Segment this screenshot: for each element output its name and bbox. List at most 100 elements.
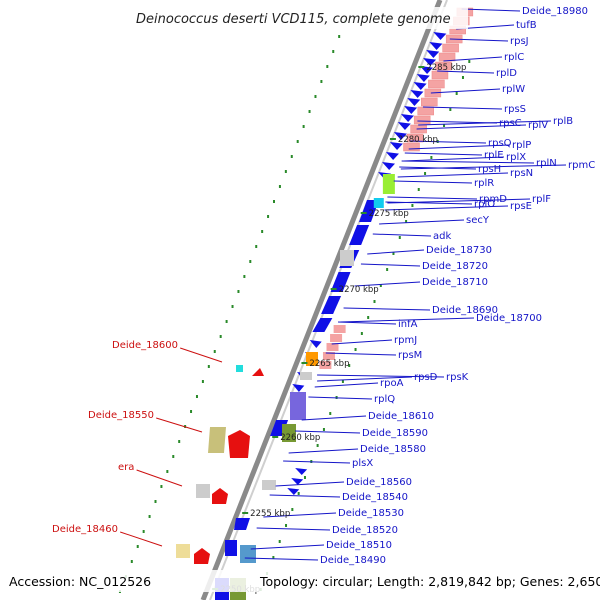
forward-gene — [410, 90, 424, 98]
gc-dot — [130, 560, 133, 563]
leader-line — [343, 307, 431, 311]
ribosomal-gene-block — [319, 361, 332, 369]
ribosomal-gene-block — [326, 343, 339, 351]
leader-line — [244, 557, 319, 561]
right-gene-labels: Deide_18980 tufB rpsJ rplC rplD rplW rpsS rplB r… — [320, 6, 595, 566]
gc-dot — [379, 284, 382, 287]
gc-dot — [291, 508, 294, 511]
gc-dot — [443, 124, 446, 127]
leader-line — [338, 321, 397, 325]
ribosomal-gene-block — [438, 52, 456, 62]
gene-label-right: rpmC — [568, 160, 595, 171]
gene-label-right: rpsS — [504, 104, 526, 115]
ribosomal-gene-block — [442, 43, 459, 53]
tick-label: 2270 kbp — [339, 285, 379, 295]
gc-dot — [302, 125, 305, 128]
gene-label-right: rpsN — [510, 168, 533, 179]
gc-dot — [278, 185, 281, 188]
leader-line — [437, 70, 495, 74]
gene-yellow — [176, 544, 190, 558]
gene-label-right: Deide_18610 — [368, 411, 434, 422]
gene-label-right: rplB — [553, 116, 573, 127]
gc-dot — [190, 410, 193, 413]
forward-gene — [400, 114, 414, 122]
forward-gene — [309, 340, 322, 348]
gene-label-right: rplV — [528, 120, 548, 131]
forward-gene-block — [321, 296, 342, 314]
gc-dot — [285, 524, 288, 527]
leader-line — [301, 415, 367, 421]
gene-label-right: Deide_18730 — [426, 245, 492, 256]
gc-dot — [160, 485, 163, 488]
leader-line — [275, 481, 345, 487]
gene-label-right: rpsM — [398, 350, 422, 361]
ribosomal-gene-block — [406, 133, 424, 143]
gene-orange — [306, 352, 318, 366]
forward-gene — [397, 122, 411, 130]
leader-line — [317, 376, 413, 382]
gc-dot — [430, 156, 433, 159]
gc-dot — [468, 60, 471, 63]
gene-label-right: rpmJ — [394, 335, 417, 346]
leader-line — [283, 460, 351, 464]
leader-line — [340, 317, 475, 323]
gene-grey — [196, 484, 210, 498]
gc-dot — [367, 316, 370, 319]
leader-line — [404, 152, 483, 156]
leader-line — [269, 494, 341, 498]
gc-dot — [195, 395, 198, 398]
gene-label-right: Deide_18720 — [422, 261, 488, 272]
gc-dot — [136, 545, 139, 548]
leader-line — [379, 219, 465, 225]
tick-label: 2265 kbp — [309, 359, 349, 369]
leader-line — [393, 180, 473, 184]
forward-gene — [407, 98, 421, 106]
gene-grey — [300, 372, 312, 380]
gene-label-left: Deide_18550 — [88, 410, 154, 421]
gc-dot — [142, 530, 145, 533]
gc-dot — [290, 155, 293, 158]
gc-dot — [249, 260, 252, 263]
gc-dot — [424, 172, 427, 175]
gene-label-right: Deide_18700 — [476, 313, 542, 324]
leader-line — [401, 160, 535, 164]
gene-label-right: rplN — [536, 158, 557, 169]
forward-gene — [416, 74, 430, 82]
ribosomal-gene-block — [403, 142, 420, 152]
leader-line — [449, 38, 509, 42]
gene-label-right: rplE — [484, 150, 504, 161]
gene-label-right: rpsD — [414, 372, 438, 383]
gene-label-right: rplP — [512, 140, 531, 151]
gene-label-right: rpsC — [499, 118, 522, 129]
forward-gene-block — [312, 318, 333, 332]
gc-dot — [213, 350, 216, 353]
gene-label-right: Deide_18710 — [422, 277, 488, 288]
gc-dot — [332, 50, 335, 53]
forward-gene-block — [330, 272, 351, 292]
gc-dot — [405, 220, 408, 223]
page-title: Deinococcus deserti VCD115, complete gen… — [136, 12, 451, 27]
gc-content-track-outer — [118, 20, 347, 593]
forward-gene-block — [349, 225, 370, 245]
gene-label-right: Deide_18590 — [362, 428, 428, 439]
ribosomal-gene-block — [333, 325, 346, 333]
gc-dot — [178, 440, 181, 443]
gene-label-right: plsX — [352, 458, 373, 469]
gc-dot — [316, 444, 319, 447]
gc-dot — [326, 65, 329, 68]
leader-line — [250, 544, 325, 550]
gene-features — [176, 32, 447, 600]
leader-line — [387, 196, 478, 200]
gene-green — [382, 174, 395, 194]
gene-label-left: Deide_18600 — [112, 340, 178, 351]
gene-label-right: rplO — [474, 199, 495, 210]
leader-line — [180, 347, 223, 363]
leader-line — [294, 430, 361, 434]
gene-grey — [262, 480, 276, 490]
gene-label-right: Deide_18510 — [326, 540, 392, 551]
topology-text: Topology: circular; Length: 2,819,842 bp… — [259, 574, 600, 589]
gene-label-right: adk — [433, 231, 451, 242]
gene-label-right: rpoA — [380, 378, 404, 389]
leader-line — [120, 531, 163, 547]
